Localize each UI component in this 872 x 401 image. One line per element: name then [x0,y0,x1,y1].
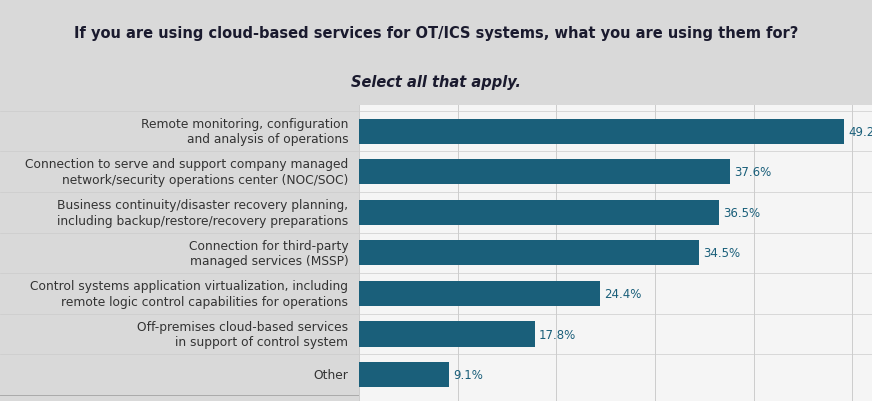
Text: 36.5%: 36.5% [723,206,760,219]
Bar [359,241,699,266]
Text: 34.5%: 34.5% [704,247,740,260]
Text: Select all that apply.: Select all that apply. [351,75,521,90]
Bar [359,119,844,144]
Text: 37.6%: 37.6% [734,166,771,179]
Bar [359,362,449,387]
Text: 24.4%: 24.4% [603,287,641,300]
Text: Off-premises cloud-based services
in support of control system: Off-premises cloud-based services in sup… [137,320,348,348]
Text: Business continuity/disaster recovery planning,
including backup/restore/recover: Business continuity/disaster recovery pl… [57,198,348,227]
Bar [359,281,600,306]
Text: Connection to serve and support company managed
network/security operations cent: Connection to serve and support company … [25,158,348,186]
Text: Other: Other [313,368,348,381]
Text: 49.2%: 49.2% [848,126,872,138]
Text: 9.1%: 9.1% [453,368,482,381]
Text: Connection for third-party
managed services (MSSP): Connection for third-party managed servi… [188,239,348,267]
Text: If you are using cloud-based services for OT/ICS systems, what you are using the: If you are using cloud-based services fo… [74,26,798,41]
Text: 17.8%: 17.8% [539,328,576,341]
Text: Remote monitoring, configuration
and analysis of operations: Remote monitoring, configuration and ana… [141,117,348,146]
Bar [359,322,535,347]
Bar [359,160,730,185]
Text: Control systems application virtualization, including
remote logic control capab: Control systems application virtualizati… [31,279,348,308]
Bar [359,200,719,225]
